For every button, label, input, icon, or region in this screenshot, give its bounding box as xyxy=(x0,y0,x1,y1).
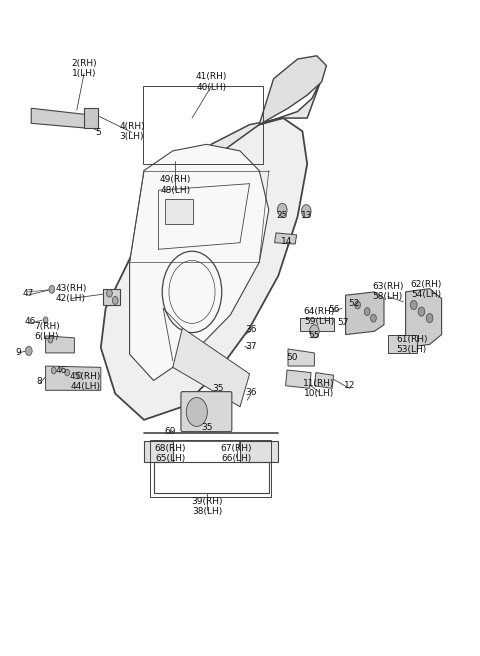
Polygon shape xyxy=(178,79,322,184)
Polygon shape xyxy=(144,441,173,462)
Circle shape xyxy=(371,314,376,322)
Polygon shape xyxy=(240,441,278,462)
Text: 4(RH)
3(LH): 4(RH) 3(LH) xyxy=(119,121,145,141)
Text: 45(RH)
44(LH): 45(RH) 44(LH) xyxy=(70,372,101,392)
Circle shape xyxy=(301,205,311,218)
Text: 69: 69 xyxy=(165,427,176,436)
Circle shape xyxy=(186,398,207,426)
Text: 67(RH)
66(LH): 67(RH) 66(LH) xyxy=(220,444,252,464)
Text: 35: 35 xyxy=(213,384,224,393)
Text: 8: 8 xyxy=(36,377,42,386)
Text: 14: 14 xyxy=(281,237,293,246)
FancyBboxPatch shape xyxy=(181,392,232,432)
Text: 55: 55 xyxy=(309,331,320,340)
Circle shape xyxy=(364,308,370,316)
Text: 25: 25 xyxy=(276,211,288,220)
Polygon shape xyxy=(46,336,74,353)
Text: 11(RH)
10(LH): 11(RH) 10(LH) xyxy=(303,379,335,398)
Text: 41(RH)
40(LH): 41(RH) 40(LH) xyxy=(195,72,227,92)
Text: 2(RH)
1(LH): 2(RH) 1(LH) xyxy=(71,59,97,79)
Polygon shape xyxy=(275,233,297,244)
Text: 62(RH)
54(LH): 62(RH) 54(LH) xyxy=(410,280,442,300)
Polygon shape xyxy=(286,370,311,388)
Polygon shape xyxy=(288,349,314,366)
Circle shape xyxy=(426,314,433,323)
Polygon shape xyxy=(130,144,269,380)
Text: 49(RH)
48(LH): 49(RH) 48(LH) xyxy=(159,175,191,195)
Circle shape xyxy=(418,307,425,316)
Circle shape xyxy=(49,285,55,293)
Text: 50: 50 xyxy=(286,353,298,362)
Text: 63(RH)
58(LH): 63(RH) 58(LH) xyxy=(372,282,404,302)
Text: 68(RH)
65(LH): 68(RH) 65(LH) xyxy=(155,444,186,464)
Polygon shape xyxy=(46,366,101,390)
Circle shape xyxy=(310,325,319,338)
Text: 36: 36 xyxy=(245,325,256,334)
Text: 12: 12 xyxy=(344,381,355,390)
Circle shape xyxy=(112,297,118,304)
Text: 13: 13 xyxy=(300,211,312,220)
Circle shape xyxy=(410,300,417,310)
Polygon shape xyxy=(31,108,90,128)
Polygon shape xyxy=(300,318,334,331)
Circle shape xyxy=(107,289,112,297)
Text: 35: 35 xyxy=(202,423,213,432)
Text: 56: 56 xyxy=(328,305,339,314)
Text: 7(RH)
6(LH): 7(RH) 6(LH) xyxy=(34,322,60,342)
Circle shape xyxy=(51,367,56,374)
Text: 9: 9 xyxy=(15,348,21,358)
Text: 46: 46 xyxy=(24,317,36,326)
Polygon shape xyxy=(346,292,384,335)
Polygon shape xyxy=(406,289,442,348)
Text: 61(RH)
53(LH): 61(RH) 53(LH) xyxy=(396,335,428,354)
Polygon shape xyxy=(314,373,334,388)
Text: 43(RH)
42(LH): 43(RH) 42(LH) xyxy=(55,284,87,304)
Circle shape xyxy=(277,203,287,216)
Polygon shape xyxy=(103,289,120,305)
Circle shape xyxy=(65,369,70,376)
Circle shape xyxy=(48,337,53,343)
Text: 39(RH)
38(LH): 39(RH) 38(LH) xyxy=(192,497,223,516)
Circle shape xyxy=(43,317,48,323)
Text: 64(RH)
59(LH): 64(RH) 59(LH) xyxy=(303,306,335,326)
Text: 52: 52 xyxy=(348,298,360,308)
Polygon shape xyxy=(259,56,326,125)
Text: 46: 46 xyxy=(56,366,67,375)
Text: 5: 5 xyxy=(96,128,101,137)
Text: 37: 37 xyxy=(245,342,256,351)
Circle shape xyxy=(25,346,32,356)
Polygon shape xyxy=(101,118,307,420)
FancyBboxPatch shape xyxy=(165,199,193,224)
Polygon shape xyxy=(388,335,417,353)
Text: 36: 36 xyxy=(245,388,256,397)
Circle shape xyxy=(355,301,360,309)
Circle shape xyxy=(77,372,82,379)
Polygon shape xyxy=(173,328,250,407)
Text: 57: 57 xyxy=(337,318,349,327)
Text: 47: 47 xyxy=(22,289,34,298)
Polygon shape xyxy=(84,108,98,128)
